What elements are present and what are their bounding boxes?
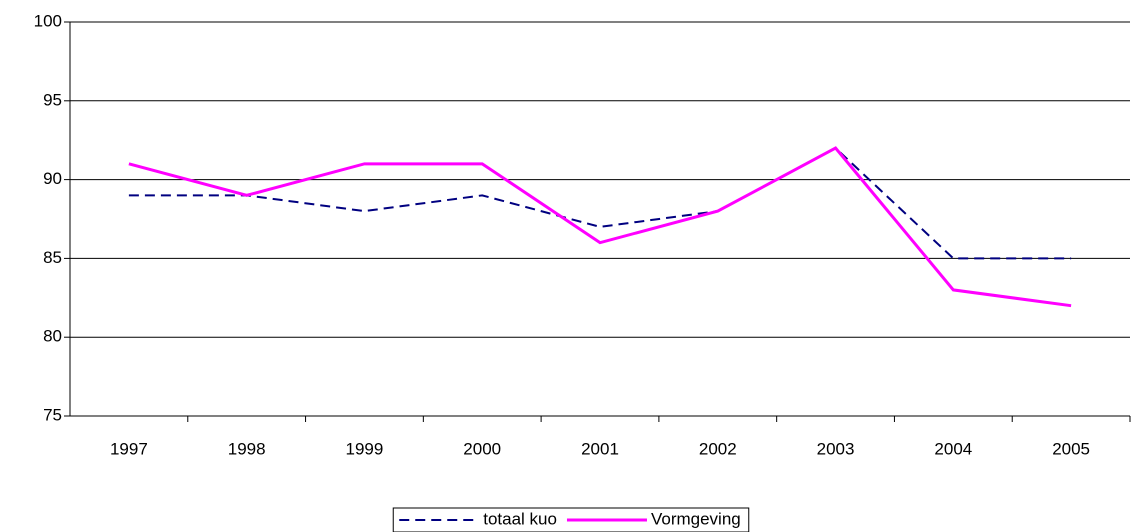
x-tick-label: 1997: [110, 439, 148, 458]
x-tick-label: 2003: [817, 439, 855, 458]
y-tick-label: 90: [43, 169, 62, 188]
legend-label: totaal kuo: [483, 509, 557, 528]
x-tick-label: 2000: [463, 439, 501, 458]
x-tick-label: 2005: [1052, 439, 1090, 458]
x-tick-label: 2002: [699, 439, 737, 458]
series-line: [128, 146, 1072, 308]
x-tick-label: 2004: [934, 439, 972, 458]
x-tick-label: 1999: [346, 439, 384, 458]
x-tick-label: 2001: [581, 439, 619, 458]
y-tick-label: 75: [43, 405, 62, 424]
series-line: [128, 146, 1072, 260]
y-tick-label: 95: [43, 90, 62, 109]
y-tick-label: 80: [43, 327, 62, 346]
y-tick-label: 100: [34, 11, 62, 30]
legend-label: Vormgeving: [651, 509, 741, 528]
y-tick-label: 85: [43, 248, 62, 267]
x-tick-label: 1998: [228, 439, 266, 458]
